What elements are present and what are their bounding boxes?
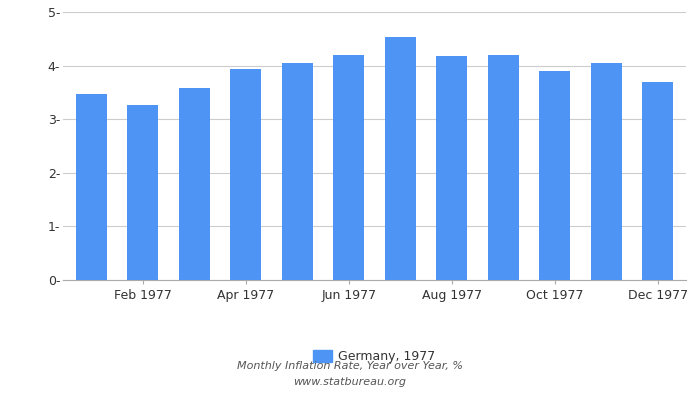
Bar (127, 105, 158, 280)
Bar (76, 94, 107, 280)
Bar (488, 56, 519, 280)
Bar (539, 71, 570, 280)
Bar (642, 82, 673, 280)
Bar (333, 56, 364, 280)
Bar (178, 88, 210, 280)
Legend: Germany, 1977: Germany, 1977 (309, 345, 440, 368)
Text: www.statbureau.org: www.statbureau.org (293, 377, 407, 387)
Bar (591, 64, 622, 280)
Bar (436, 56, 467, 280)
Bar (230, 69, 261, 280)
Text: Monthly Inflation Rate, Year over Year, %: Monthly Inflation Rate, Year over Year, … (237, 361, 463, 371)
Bar (385, 37, 416, 280)
Bar (282, 63, 313, 280)
